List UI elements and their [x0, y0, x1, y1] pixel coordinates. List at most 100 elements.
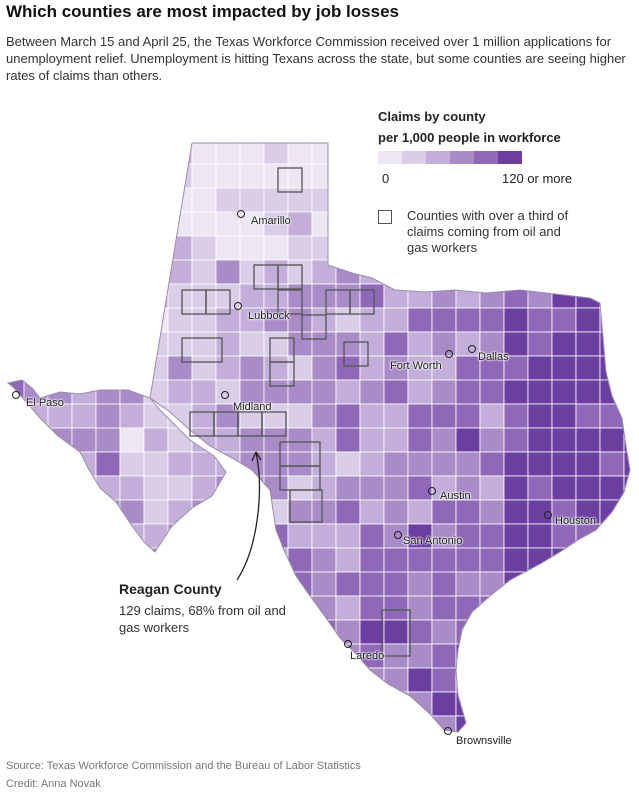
county-cell	[383, 403, 409, 429]
city-dot-dallas	[468, 345, 476, 353]
county-cell	[527, 211, 553, 237]
county-cell	[431, 547, 457, 573]
chart-subtitle: Between March 15 and April 25, the Texas…	[6, 34, 626, 83]
county-cell	[479, 211, 505, 237]
county-cell	[407, 187, 433, 213]
county-cell	[383, 499, 409, 525]
county-cell	[527, 691, 553, 717]
county-cell	[119, 403, 145, 429]
legend-min-label: 0	[382, 171, 390, 186]
county-cell	[23, 523, 49, 549]
annotation-title: Reagan County	[119, 581, 222, 597]
legend-max-label: 120 or more	[502, 171, 573, 186]
county-cell	[8, 235, 25, 261]
county-cell	[455, 691, 481, 717]
county-cell	[455, 643, 481, 669]
county-cell	[599, 667, 625, 693]
county-cell	[167, 235, 193, 261]
county-cell	[551, 523, 577, 549]
county-cell	[335, 715, 361, 732]
county-cell	[287, 499, 313, 525]
county-cell	[287, 475, 313, 501]
city-label-midland: Midland	[233, 401, 272, 413]
county-cell	[431, 187, 457, 213]
county-cell	[599, 259, 625, 285]
county-cell	[95, 355, 121, 381]
county-cell	[575, 643, 601, 669]
county-cell	[143, 547, 169, 573]
county-cell	[71, 259, 97, 285]
county-cell	[503, 451, 529, 477]
county-cell	[143, 379, 169, 405]
oil-gas-county-outline	[277, 264, 303, 290]
county-cell	[599, 307, 625, 333]
county-cell	[527, 523, 553, 549]
county-cell	[359, 403, 385, 429]
county-cell	[47, 643, 73, 669]
county-cell	[23, 235, 49, 261]
county-cell	[47, 187, 73, 213]
county-cell	[119, 451, 145, 477]
county-cell	[479, 523, 505, 549]
county-cell	[23, 475, 49, 501]
county-cell	[311, 187, 337, 213]
county-cell	[47, 499, 73, 525]
county-cell	[407, 143, 433, 165]
county-cell	[71, 715, 97, 732]
county-cell	[8, 667, 25, 693]
county-cell	[23, 307, 49, 333]
county-cell	[71, 451, 97, 477]
county-cell	[479, 619, 505, 645]
county-cell	[407, 331, 433, 357]
county-cell	[527, 143, 553, 165]
county-cell	[167, 283, 193, 309]
county-cell	[359, 379, 385, 405]
county-cell	[47, 547, 73, 573]
county-cell	[311, 307, 337, 333]
oil-gas-county-outline	[269, 361, 295, 387]
county-cell	[623, 619, 630, 645]
county-cell	[359, 331, 385, 357]
county-cell	[623, 451, 630, 477]
county-cell	[23, 427, 49, 453]
county-cell	[191, 403, 217, 429]
county-cell	[383, 547, 409, 573]
county-cell	[167, 451, 193, 477]
county-cell	[119, 187, 145, 213]
county-cell	[551, 355, 577, 381]
county-cell	[551, 331, 577, 357]
county-cell	[311, 163, 337, 189]
county-cell	[47, 143, 73, 165]
county-cell	[575, 211, 601, 237]
county-cell	[311, 427, 337, 453]
county-cell	[71, 547, 97, 573]
county-cell	[23, 259, 49, 285]
county-cell	[575, 283, 601, 309]
county-cell	[215, 211, 241, 237]
county-cell	[479, 331, 505, 357]
county-cell	[383, 283, 409, 309]
county-cell	[215, 259, 241, 285]
county-cell	[431, 595, 457, 621]
county-cell	[239, 331, 265, 357]
county-cell	[575, 307, 601, 333]
county-cell	[431, 211, 457, 237]
city-dot-lubbock	[234, 302, 242, 310]
county-cell	[167, 691, 193, 717]
county-cell	[287, 715, 313, 732]
county-cell	[95, 259, 121, 285]
county-cell	[455, 211, 481, 237]
county-cell	[623, 403, 630, 429]
county-cell	[431, 283, 457, 309]
county-cell	[335, 187, 361, 213]
county-cell	[575, 595, 601, 621]
county-cell	[95, 667, 121, 693]
county-cell	[455, 379, 481, 405]
county-cell	[239, 259, 265, 285]
county-cell	[599, 643, 625, 669]
county-cell	[551, 475, 577, 501]
county-cell	[359, 523, 385, 549]
county-cell	[431, 451, 457, 477]
color-step	[402, 151, 426, 164]
county-cell	[599, 523, 625, 549]
